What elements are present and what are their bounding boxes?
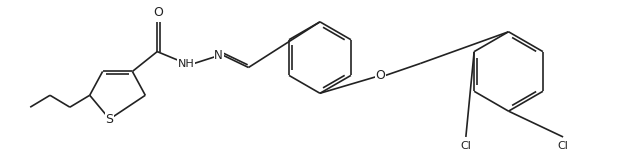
Text: NH: NH (178, 59, 195, 69)
Text: N: N (214, 49, 223, 62)
Text: S: S (106, 113, 113, 126)
Text: Cl: Cl (461, 141, 471, 151)
Text: Cl: Cl (558, 141, 568, 151)
Text: O: O (375, 69, 386, 82)
Text: O: O (153, 6, 163, 19)
